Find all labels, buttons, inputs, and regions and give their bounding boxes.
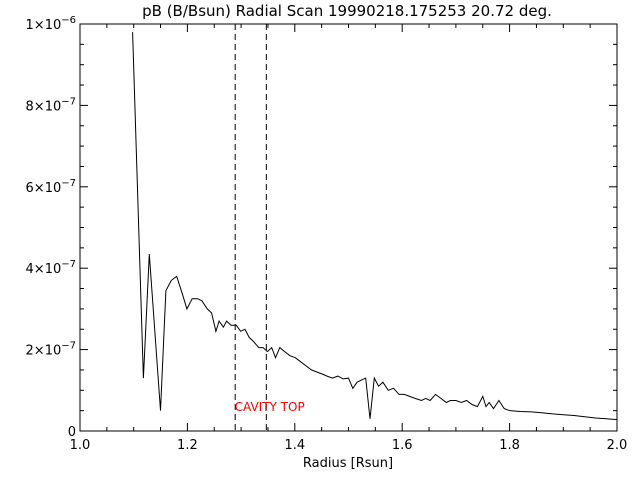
x-tick-label: 1.4 <box>284 438 305 453</box>
y-tick-label: 4×10−7 <box>26 259 76 277</box>
x-tick-label: 1.6 <box>392 438 413 453</box>
x-tick-label: 2.0 <box>607 438 628 453</box>
plot-frame <box>79 23 618 432</box>
y-axis-ticks: 0 2×10−7 4×10−7 6×10−7 8×10−7 1×10−6 <box>26 15 617 440</box>
chart-title: pB (B/Bsun) Radial Scan 19990218.175253 … <box>142 2 552 20</box>
y-tick-label: 1×10−6 <box>26 15 76 33</box>
cavity-reference-lines <box>234 24 267 431</box>
y-tick-label: 0 <box>68 425 76 440</box>
x-tick-label: 1.0 <box>70 438 91 453</box>
y-tick-label: 8×10−7 <box>26 96 76 114</box>
y-tick-label: 2×10−7 <box>26 341 76 359</box>
x-tick-label: 1.2 <box>177 438 198 453</box>
cavity-top-annotation: CAVITY TOP <box>235 400 305 414</box>
y-tick-label: 6×10−7 <box>26 178 76 196</box>
x-axis-label: Radius [Rsun] <box>303 456 393 471</box>
series-line <box>132 32 618 421</box>
x-tick-label: 1.8 <box>499 438 520 453</box>
x-axis-ticks: 1.0 1.2 1.4 1.6 1.8 2.0 <box>70 24 628 453</box>
